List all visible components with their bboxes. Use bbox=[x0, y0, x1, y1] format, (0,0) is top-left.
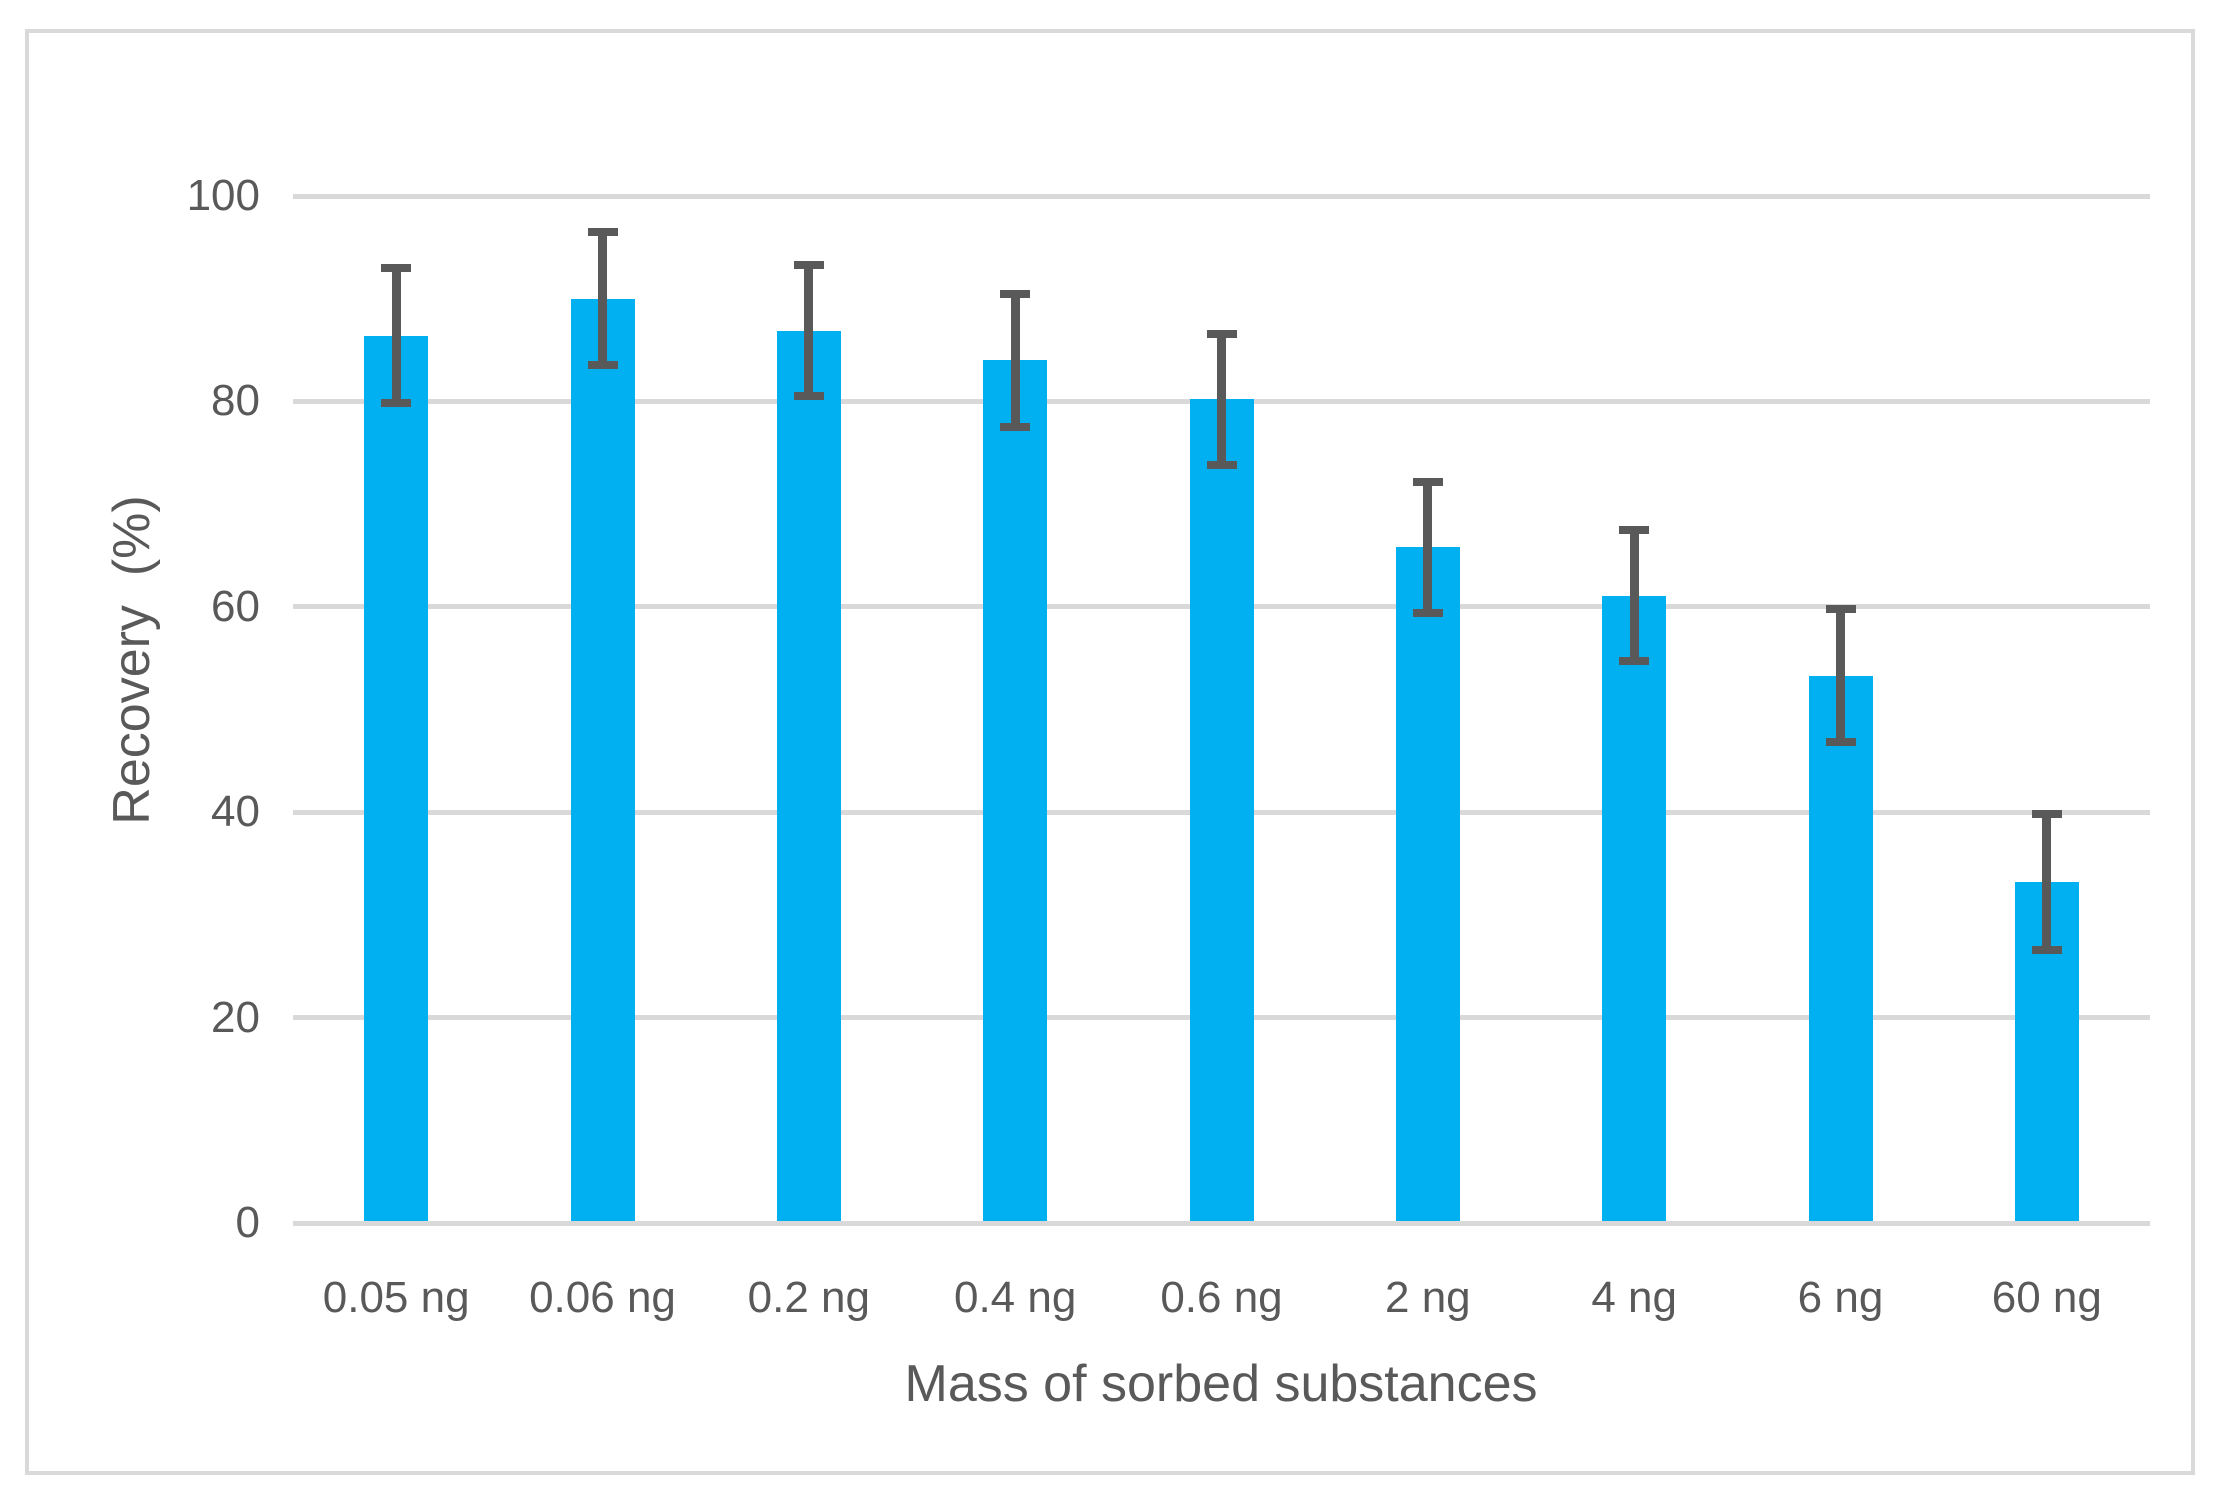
x-tick-label: 0.2 ng bbox=[747, 1273, 870, 1322]
error-bar-stem bbox=[2042, 814, 2052, 950]
error-bar-cap-top bbox=[1619, 525, 1650, 534]
error-bar-cap-top bbox=[1000, 289, 1031, 298]
bar-6-ng bbox=[1808, 675, 1873, 1221]
error-bar-cap-bottom bbox=[2031, 945, 2062, 954]
error-bar-cap-top bbox=[1412, 477, 1443, 486]
error-bar-cap-top bbox=[1825, 604, 1856, 613]
x-tick-label: 0.05 ng bbox=[322, 1273, 470, 1322]
error-bar-stem bbox=[1217, 333, 1226, 466]
x-tick-label: 6 ng bbox=[1797, 1273, 1884, 1322]
error-bar-cap-top bbox=[381, 263, 412, 272]
error-bar-stem bbox=[1010, 293, 1020, 428]
x-tick-label: 60 ng bbox=[1991, 1273, 2102, 1322]
error-bar-cap-bottom bbox=[1825, 738, 1856, 747]
error-bar-cap-bottom bbox=[1619, 657, 1650, 666]
bar-0.05-ng bbox=[364, 335, 429, 1221]
bar-2-ng bbox=[1395, 547, 1460, 1221]
y-tick-label: 80 bbox=[211, 376, 260, 426]
x-tick-label: 0.6 ng bbox=[1160, 1273, 1283, 1322]
x-tick-label: 2 ng bbox=[1385, 1273, 1471, 1322]
error-bar-cap-bottom bbox=[1000, 423, 1031, 432]
error-bar-cap-bottom bbox=[1412, 608, 1443, 617]
y-tick-label: 100 bbox=[186, 171, 260, 220]
error-bar-cap-bottom bbox=[587, 361, 618, 370]
bar-0.4-ng bbox=[983, 360, 1048, 1221]
bar-4-ng bbox=[1602, 595, 1667, 1221]
bar-0.6-ng bbox=[1189, 399, 1254, 1221]
error-bar-cap-bottom bbox=[1206, 461, 1237, 470]
y-tick-label: 40 bbox=[211, 787, 260, 837]
error-bar-stem bbox=[391, 267, 401, 404]
x-tick-label: 0.06 ng bbox=[529, 1273, 676, 1322]
gridline bbox=[293, 193, 2150, 199]
error-bar-stem bbox=[598, 231, 607, 366]
x-axis-line bbox=[293, 1221, 2150, 1226]
x-tick-label: 4 ng bbox=[1591, 1273, 1677, 1322]
error-bar-cap-top bbox=[2031, 810, 2062, 819]
x-axis-title: Mass of sorbed substances bbox=[904, 1355, 1538, 1413]
error-bar-cap-bottom bbox=[793, 392, 824, 401]
y-tick-label: 20 bbox=[211, 992, 260, 1042]
error-bar-cap-bottom bbox=[381, 399, 412, 408]
error-bar-cap-top bbox=[1206, 329, 1237, 338]
error-bar-stem bbox=[804, 264, 814, 397]
error-bar-cap-top bbox=[587, 227, 618, 236]
error-bar-stem bbox=[1836, 608, 1845, 743]
y-tick-label: 0 bbox=[235, 1198, 260, 1247]
bar-0.06-ng bbox=[570, 298, 635, 1221]
error-bar-stem bbox=[1423, 481, 1433, 613]
chart-border-frame bbox=[25, 29, 2195, 1475]
error-bar-cap-top bbox=[793, 260, 824, 269]
error-bar-stem bbox=[1629, 529, 1639, 662]
x-tick-label: 0.4 ng bbox=[953, 1273, 1077, 1322]
y-tick-label: 60 bbox=[211, 581, 260, 631]
y-axis-title: Recovery (%) bbox=[103, 495, 161, 825]
bar-0.2-ng bbox=[776, 330, 841, 1221]
